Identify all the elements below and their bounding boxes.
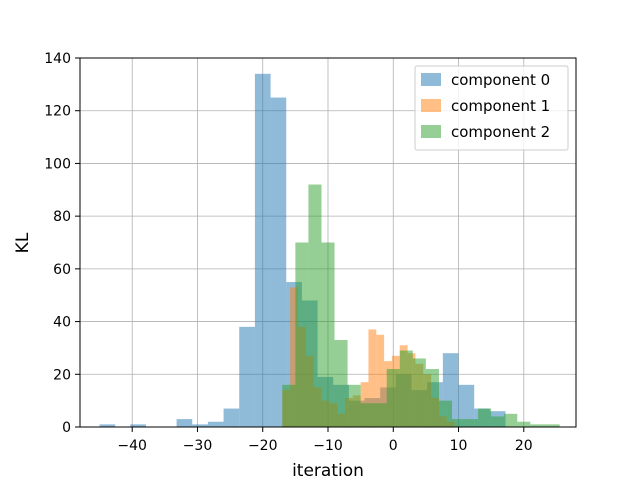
histogram-bar bbox=[399, 350, 413, 427]
y-axis-ticks: 0 20 40 60 80 100 120 140 bbox=[44, 51, 80, 436]
histogram-bar bbox=[543, 424, 560, 427]
y-tick-label: 0 bbox=[62, 420, 71, 436]
histogram-bar bbox=[254, 73, 271, 428]
legend-label: component 1 bbox=[451, 97, 550, 115]
histogram-bars bbox=[99, 73, 560, 428]
histogram-bar bbox=[130, 424, 146, 427]
x-tick-label: −20 bbox=[248, 438, 278, 454]
legend: component 0 component 1 component 2 bbox=[414, 65, 569, 151]
x-tick-label: −10 bbox=[313, 438, 343, 454]
y-tick-label: 60 bbox=[53, 262, 71, 278]
series-2-bars bbox=[282, 184, 560, 427]
y-axis-title: KL bbox=[13, 232, 33, 253]
legend-label: component 2 bbox=[451, 123, 550, 141]
histogram-bar bbox=[239, 326, 255, 427]
histogram-bar bbox=[452, 419, 466, 427]
histogram-bar bbox=[478, 408, 492, 427]
x-tick-label: −30 bbox=[183, 438, 213, 454]
histogram-bar bbox=[192, 424, 208, 427]
histogram-bar bbox=[308, 184, 322, 427]
histogram-bar bbox=[458, 384, 475, 427]
y-tick-label: 20 bbox=[53, 367, 71, 383]
histogram-bar bbox=[176, 419, 193, 427]
legend-label: component 0 bbox=[451, 71, 550, 89]
legend-swatch bbox=[421, 99, 441, 112]
histogram-bar bbox=[504, 413, 518, 427]
histogram-bar bbox=[438, 400, 452, 427]
histogram-bar bbox=[373, 403, 387, 427]
histogram-bar bbox=[376, 334, 385, 427]
histogram-bar bbox=[425, 369, 439, 427]
histogram-bar bbox=[223, 408, 240, 427]
histogram-bar bbox=[465, 419, 479, 427]
legend-box bbox=[414, 65, 569, 151]
histogram-bar bbox=[99, 424, 116, 427]
histogram-bar bbox=[334, 340, 348, 427]
histogram-bar bbox=[290, 287, 298, 427]
x-tick-label: 10 bbox=[450, 438, 468, 454]
y-tick-label: 40 bbox=[53, 315, 71, 331]
histogram-bar bbox=[517, 421, 531, 427]
histogram-bar bbox=[270, 97, 287, 428]
x-axis-title: iteration bbox=[292, 461, 364, 480]
legend-swatch bbox=[421, 73, 441, 86]
y-tick-label: 100 bbox=[44, 156, 71, 172]
histogram-bar bbox=[207, 421, 224, 427]
histogram-bar bbox=[386, 369, 400, 427]
x-axis-ticks: −40 −30 −20 −10 0 10 20 bbox=[117, 427, 533, 454]
legend-swatch bbox=[421, 125, 441, 138]
y-tick-label: 140 bbox=[44, 51, 71, 67]
y-tick-label: 80 bbox=[53, 209, 71, 225]
histogram-bar bbox=[321, 242, 335, 427]
histogram-bar bbox=[491, 416, 505, 427]
x-tick-label: −40 bbox=[117, 438, 147, 454]
x-tick-label: 0 bbox=[389, 438, 398, 454]
histogram-bar bbox=[282, 384, 296, 427]
histogram-bar bbox=[368, 329, 377, 427]
histogram-bar bbox=[360, 403, 374, 427]
y-tick-label: 120 bbox=[44, 104, 71, 120]
histogram-bar bbox=[295, 242, 309, 427]
histogram-bar bbox=[530, 424, 544, 427]
histogram-bar bbox=[412, 358, 426, 427]
histogram-bar bbox=[347, 384, 361, 427]
x-tick-label: 20 bbox=[515, 438, 533, 454]
